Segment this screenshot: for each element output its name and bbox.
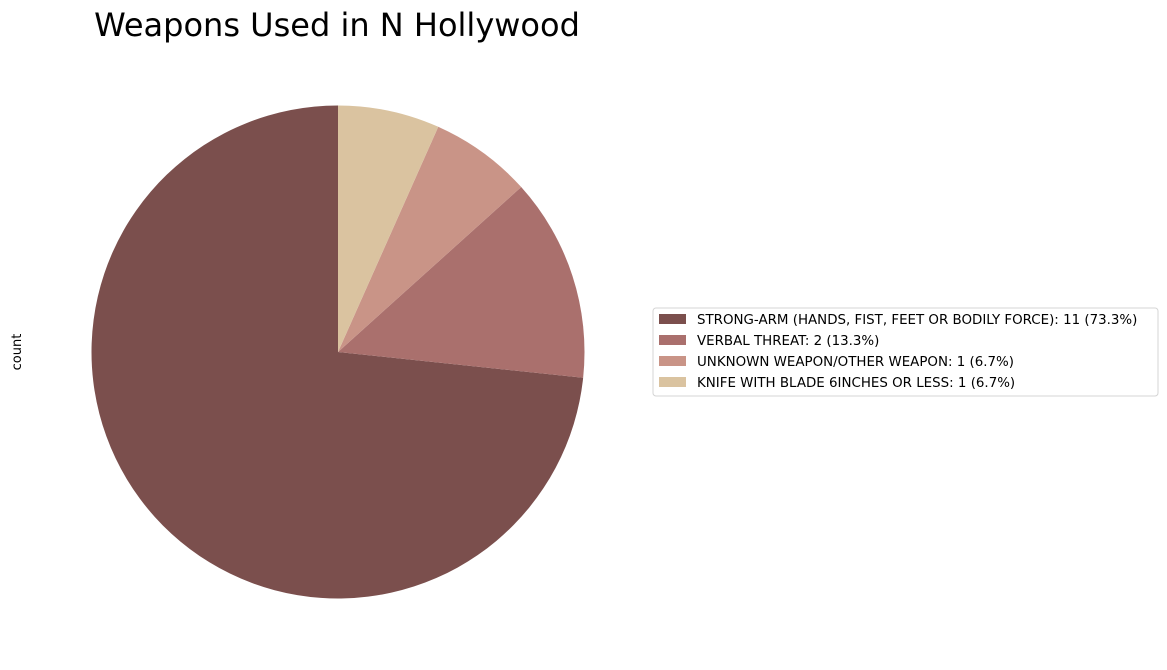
legend-swatch-1 [659, 314, 686, 324]
legend: STRONG-ARM (HANDS, FIST, FEET OR BODILY … [652, 307, 1159, 397]
legend-label-4: KNIFE WITH BLADE 6INCHES OR LESS: 1 (6.7… [697, 376, 1015, 391]
pie-slice-1 [91, 105, 584, 599]
pie-slices [91, 105, 585, 599]
legend-swatch-4 [659, 377, 686, 387]
legend-swatch-3 [659, 356, 686, 366]
legend-label-2: VERBAL THREAT: 2 (13.3%) [697, 334, 879, 349]
legend-label-1: STRONG-ARM (HANDS, FIST, FEET OR BODILY … [697, 313, 1137, 328]
legend-swatch-2 [659, 335, 686, 345]
legend-items: STRONG-ARM (HANDS, FIST, FEET OR BODILY … [659, 313, 1137, 391]
pie-slice-3 [338, 126, 522, 352]
chart-title: Weapons Used in N Hollywood [94, 6, 580, 44]
pie-slice-2 [338, 187, 585, 378]
y-axis-label: count [10, 334, 25, 371]
pie-slice-4 [338, 105, 439, 352]
legend-label-3: UNKNOWN WEAPON/OTHER WEAPON: 1 (6.7%) [697, 355, 1014, 370]
legend-frame [652, 307, 1159, 397]
